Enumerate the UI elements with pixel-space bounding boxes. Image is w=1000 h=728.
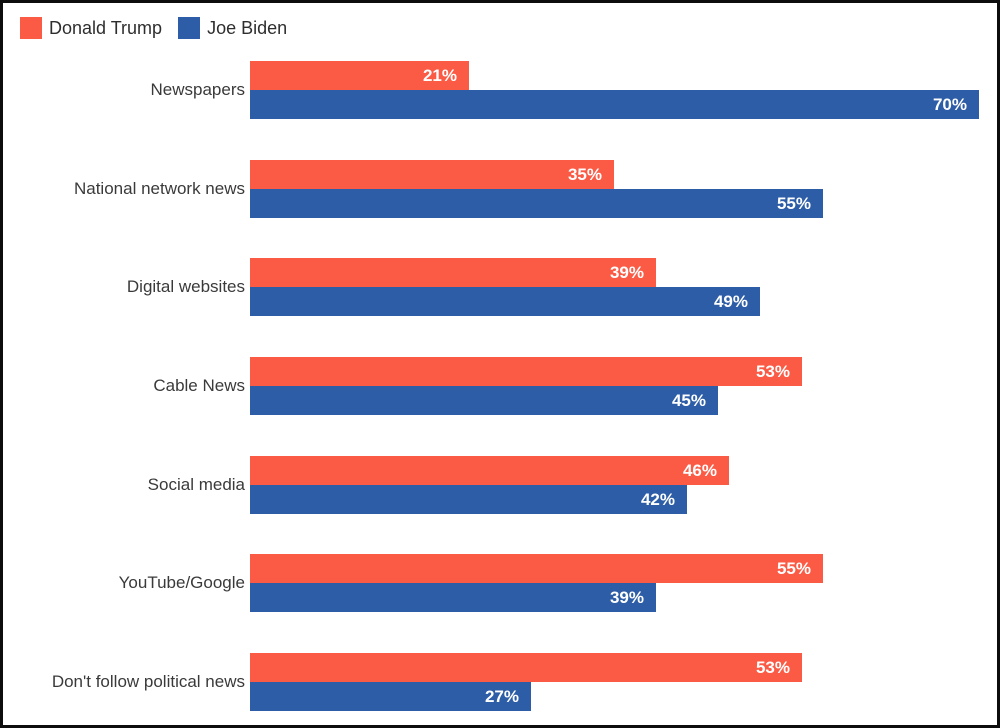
bar-pair: 39% 49% [250,258,760,316]
legend: Donald Trump Joe Biden [20,17,287,39]
value-label: 53% [755,657,790,677]
legend-item-donald-trump: Donald Trump [20,17,162,39]
joe-biden-bar: 42% [250,485,687,514]
category-label: Cable News [153,376,245,395]
value-label: 42% [640,489,675,509]
donald-trump-swatch [20,17,42,39]
category-label: National network news [73,179,245,198]
value-label: 21% [422,65,457,85]
value-label: 70% [932,94,967,114]
category-label: Social media [147,475,245,494]
donald-trump-bar: 21% [250,61,469,90]
joe-biden-bar: 55% [250,189,823,218]
value-label: 55% [776,193,811,213]
donald-trump-legend-label: Donald Trump [49,18,163,38]
category-label: Don't follow political news [51,672,245,691]
joe-biden-bar: 49% [250,287,760,316]
value-label: 53% [755,361,790,381]
bar-pair: 46% 42% [250,456,729,514]
joe-biden-legend-label: Joe Biden [207,18,288,38]
bar-group: National network news 35% 55% [3,160,997,218]
donald-trump-bar: 46% [250,456,729,485]
value-label: 27% [484,686,519,706]
joe-biden-swatch [178,17,201,39]
joe-biden-bar: 39% [250,583,656,612]
legend-item-joe-biden: Joe Biden [178,17,287,39]
bar-pair: 53% 45% [250,357,802,415]
joe-biden-bar: 45% [250,386,718,415]
donald-trump-bar: 55% [250,554,823,583]
bar-group: Social media 46% 42% [3,456,997,514]
value-label: 49% [713,291,748,311]
category-label: Digital websites [126,277,245,296]
category-label: Newspapers [150,80,246,99]
bar-chart: Newspapers 21% 70% National network news 35%… [3,3,997,725]
value-label: 46% [682,460,717,480]
category-label: YouTube/Google [118,573,245,592]
bar-pair: 35% 55% [250,160,823,218]
value-label: 55% [776,558,811,578]
donald-trump-bar: 39% [250,258,656,287]
donald-trump-bar: 53% [250,653,802,682]
bar-pair: 21% 70% [250,61,979,119]
bar-group: YouTube/Google 55% 39% [3,554,997,612]
value-label: 35% [567,164,602,184]
bar-group: Newspapers 21% 70% [3,61,997,119]
joe-biden-bar: 70% [250,90,979,119]
bar-pair: 53% 27% [250,653,802,711]
value-label: 45% [671,390,706,410]
bar-group: Don't follow political news 53% 27% [3,653,997,711]
value-label: 39% [609,587,644,607]
donald-trump-bar: 53% [250,357,802,386]
bar-pair: 55% 39% [250,554,823,612]
value-label: 39% [609,262,644,282]
bar-group: Digital websites 39% 49% [3,258,997,316]
donald-trump-bar: 35% [250,160,614,189]
bar-group: Cable News 53% 45% [3,357,997,415]
joe-biden-bar: 27% [250,682,531,711]
